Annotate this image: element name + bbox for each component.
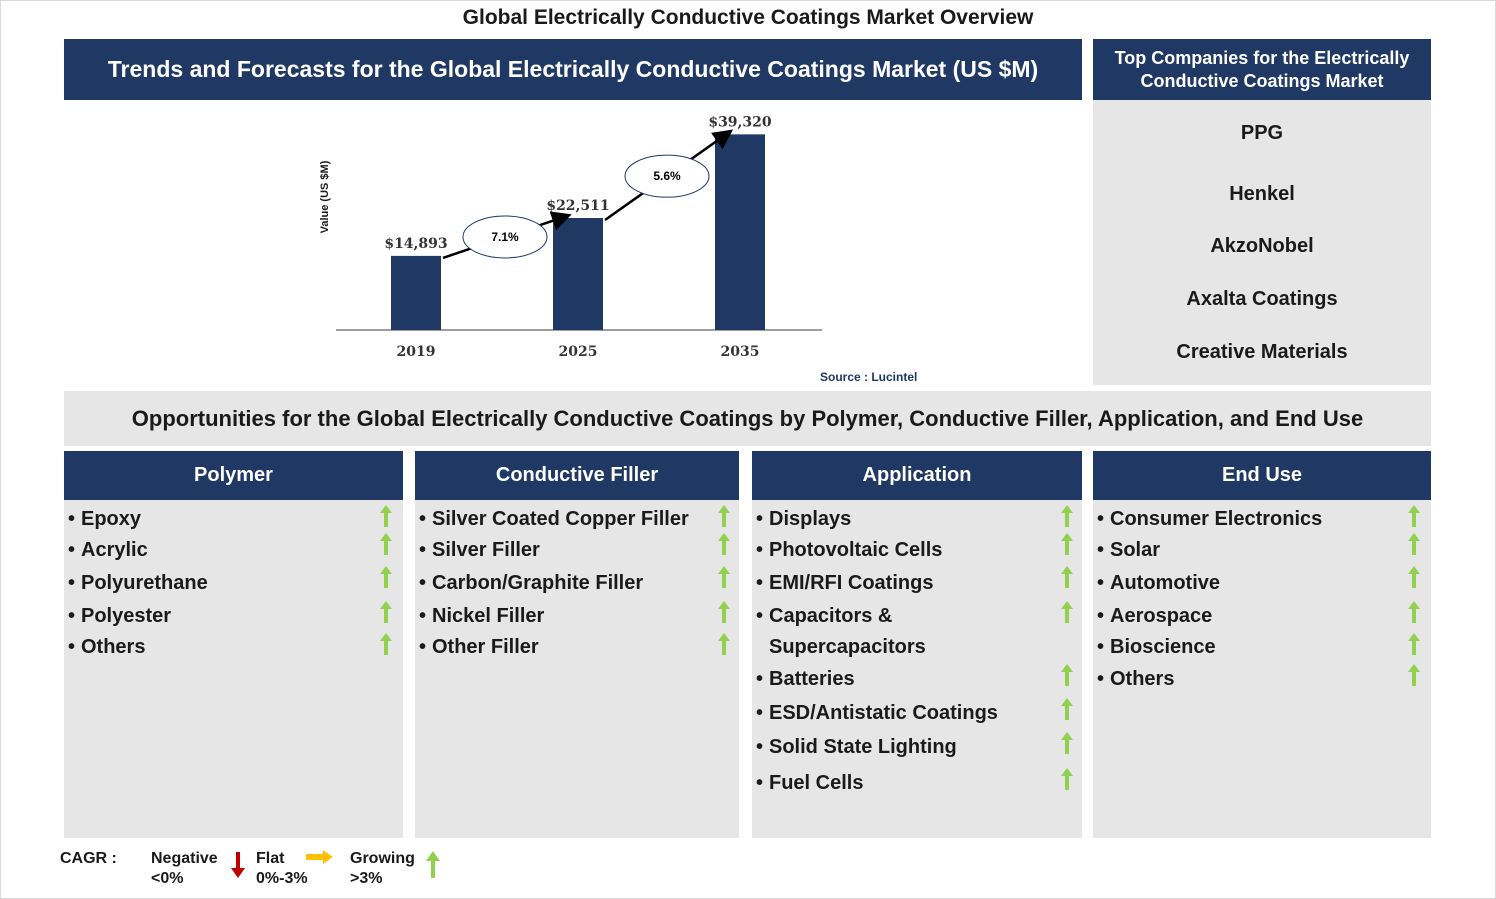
flat-arrow-icon — [306, 850, 333, 864]
growing-arrow-icon — [1061, 601, 1073, 623]
growing-arrow-icon — [426, 851, 440, 878]
growing-arrow-icon — [718, 566, 730, 588]
growing-arrow-icon — [1061, 768, 1073, 790]
segment-item: • Consumer Electronics — [1097, 508, 1323, 530]
segment-item: • Acrylic — [68, 539, 148, 561]
growing-arrow-icon — [380, 566, 392, 588]
company-axalta: Axalta Coatings — [1186, 288, 1338, 310]
segment-item: • Solid State Lighting — [756, 736, 957, 758]
growing-arrow-icon — [1061, 505, 1073, 527]
growing-arrow-icon — [718, 601, 730, 623]
segment-item: • ESD/Antistatic Coatings — [756, 702, 998, 724]
segment-item: • Nickel Filler — [419, 605, 545, 627]
growing-arrow-icon — [380, 633, 392, 655]
growing-arrow-icon — [1061, 533, 1073, 555]
segment-end-use: End Use • Consumer Electronics • Solar • Au… — [1093, 451, 1431, 838]
legend-flat-label: Flat — [256, 850, 285, 867]
segment-header: Polymer — [64, 451, 403, 500]
x-tick-label: 2019 — [397, 344, 436, 360]
segment-item: • Automotive — [1097, 572, 1220, 594]
segment-item: • EMI/RFI Coatings — [756, 572, 934, 594]
segment-item: • Bioscience — [1097, 636, 1216, 658]
growing-arrow-icon — [380, 505, 392, 527]
cagr-bubble — [624, 154, 710, 198]
company-akzonobel: AkzoNobel — [1210, 235, 1314, 257]
segment-item: • Other Filler — [419, 636, 539, 658]
growing-arrow-icon — [1061, 698, 1073, 720]
x-tick-label: 2025 — [559, 344, 598, 360]
segment-item: • Others — [68, 636, 146, 658]
trends-banner: Trends and Forecasts for the Global Elec… — [64, 39, 1082, 100]
legend-growing-range: >3% — [350, 870, 383, 887]
growing-arrow-icon — [1061, 664, 1073, 686]
growing-arrow-icon — [380, 533, 392, 555]
legend-negative-range: <0% — [151, 870, 184, 887]
growing-arrow-icon — [718, 633, 730, 655]
legend-flat: Flat 0%-3% — [256, 849, 308, 889]
cagr-label: 7.1% — [491, 230, 519, 244]
legend-cagr-label: CAGR : — [60, 850, 117, 867]
segment-item: • Capacitors & — [756, 605, 893, 627]
companies-panel: PPG Henkel AkzoNobel Axalta Coatings Cre… — [1093, 100, 1431, 385]
segment-item: • Carbon/Graphite Filler — [419, 572, 644, 594]
segment-header: Application — [752, 451, 1082, 500]
segment-item: • Aerospace — [1097, 605, 1213, 627]
segment-item: • Others — [1097, 668, 1175, 690]
segment-item: • Epoxy — [68, 508, 142, 530]
company-creative-materials: Creative Materials — [1176, 341, 1348, 363]
legend-growing-label: Growing — [350, 850, 415, 867]
segment-header: End Use — [1093, 451, 1431, 500]
x-tick-label: 2035 — [721, 344, 760, 360]
companies-banner: Top Companies for the Electrically Condu… — [1093, 39, 1431, 100]
growing-arrow-icon — [1408, 566, 1420, 588]
page-title: Global Electrically Conductive Coatings … — [462, 6, 1034, 29]
legend-flat-range: 0%-3% — [256, 870, 308, 887]
growing-arrow-icon — [1408, 633, 1420, 655]
segment-item: • Photovoltaic Cells — [756, 539, 943, 561]
segment-item: • Batteries — [756, 668, 855, 690]
growing-arrow-icon — [1061, 566, 1073, 588]
segment-item: • Fuel Cells — [756, 772, 864, 794]
segment-conductive-filler: Conductive Filler • Silver Coated Copper … — [415, 451, 739, 838]
segment-item: • Polyester — [68, 605, 172, 627]
growing-arrow-icon — [1408, 601, 1420, 623]
growing-arrow-icon — [718, 505, 730, 527]
market-bar-chart: Value (US $M) $14,893 2019 $22,511 2025 $39,… — [319, 114, 917, 384]
segment-item: • Polyurethane — [68, 572, 208, 594]
bar-2035 — [715, 134, 765, 330]
growing-arrow-icon — [1061, 732, 1073, 754]
cagr-bubble — [462, 215, 548, 259]
growing-arrow-icon — [380, 601, 392, 623]
legend-negative: Negative <0% — [151, 849, 218, 889]
segment-item: • Displays — [756, 508, 852, 530]
segment-item: • Silver Coated Copper Filler — [419, 508, 689, 530]
bar-value-label: $14,893 — [384, 236, 447, 252]
legend-growing: Growing >3% — [350, 849, 415, 889]
segment-header: Conductive Filler — [415, 451, 739, 500]
opportunities-title: Opportunities for the Global Electricall… — [64, 391, 1431, 446]
source-label: Source : Lucintel — [820, 370, 917, 384]
growing-arrow-icon — [1408, 664, 1420, 686]
cagr-label: 5.6% — [653, 169, 681, 183]
company-henkel: Henkel — [1229, 183, 1295, 205]
bar-2025 — [553, 217, 603, 330]
segment-item: • Silver Filler — [419, 539, 540, 561]
segment-polymer: Polymer • Epoxy • Acrylic • Polyurethane • P… — [64, 451, 403, 838]
growing-arrow-icon — [718, 533, 730, 555]
bar-value-label: $39,320 — [708, 114, 772, 130]
growing-arrow-icon — [1408, 533, 1420, 555]
negative-arrow-icon — [231, 852, 245, 878]
bar-2019 — [391, 255, 441, 330]
bar-value-label: $22,511 — [546, 198, 609, 214]
segment-item: Supercapacitors — [769, 636, 926, 658]
growing-arrow-icon — [1408, 505, 1420, 527]
legend-negative-label: Negative — [151, 850, 218, 867]
segment-application: Application • Displays • Photovoltaic Cell… — [752, 451, 1082, 838]
y-axis-label: Value (US $M) — [319, 160, 331, 233]
company-ppg: PPG — [1240, 122, 1284, 144]
segment-item: • Solar — [1097, 539, 1161, 561]
